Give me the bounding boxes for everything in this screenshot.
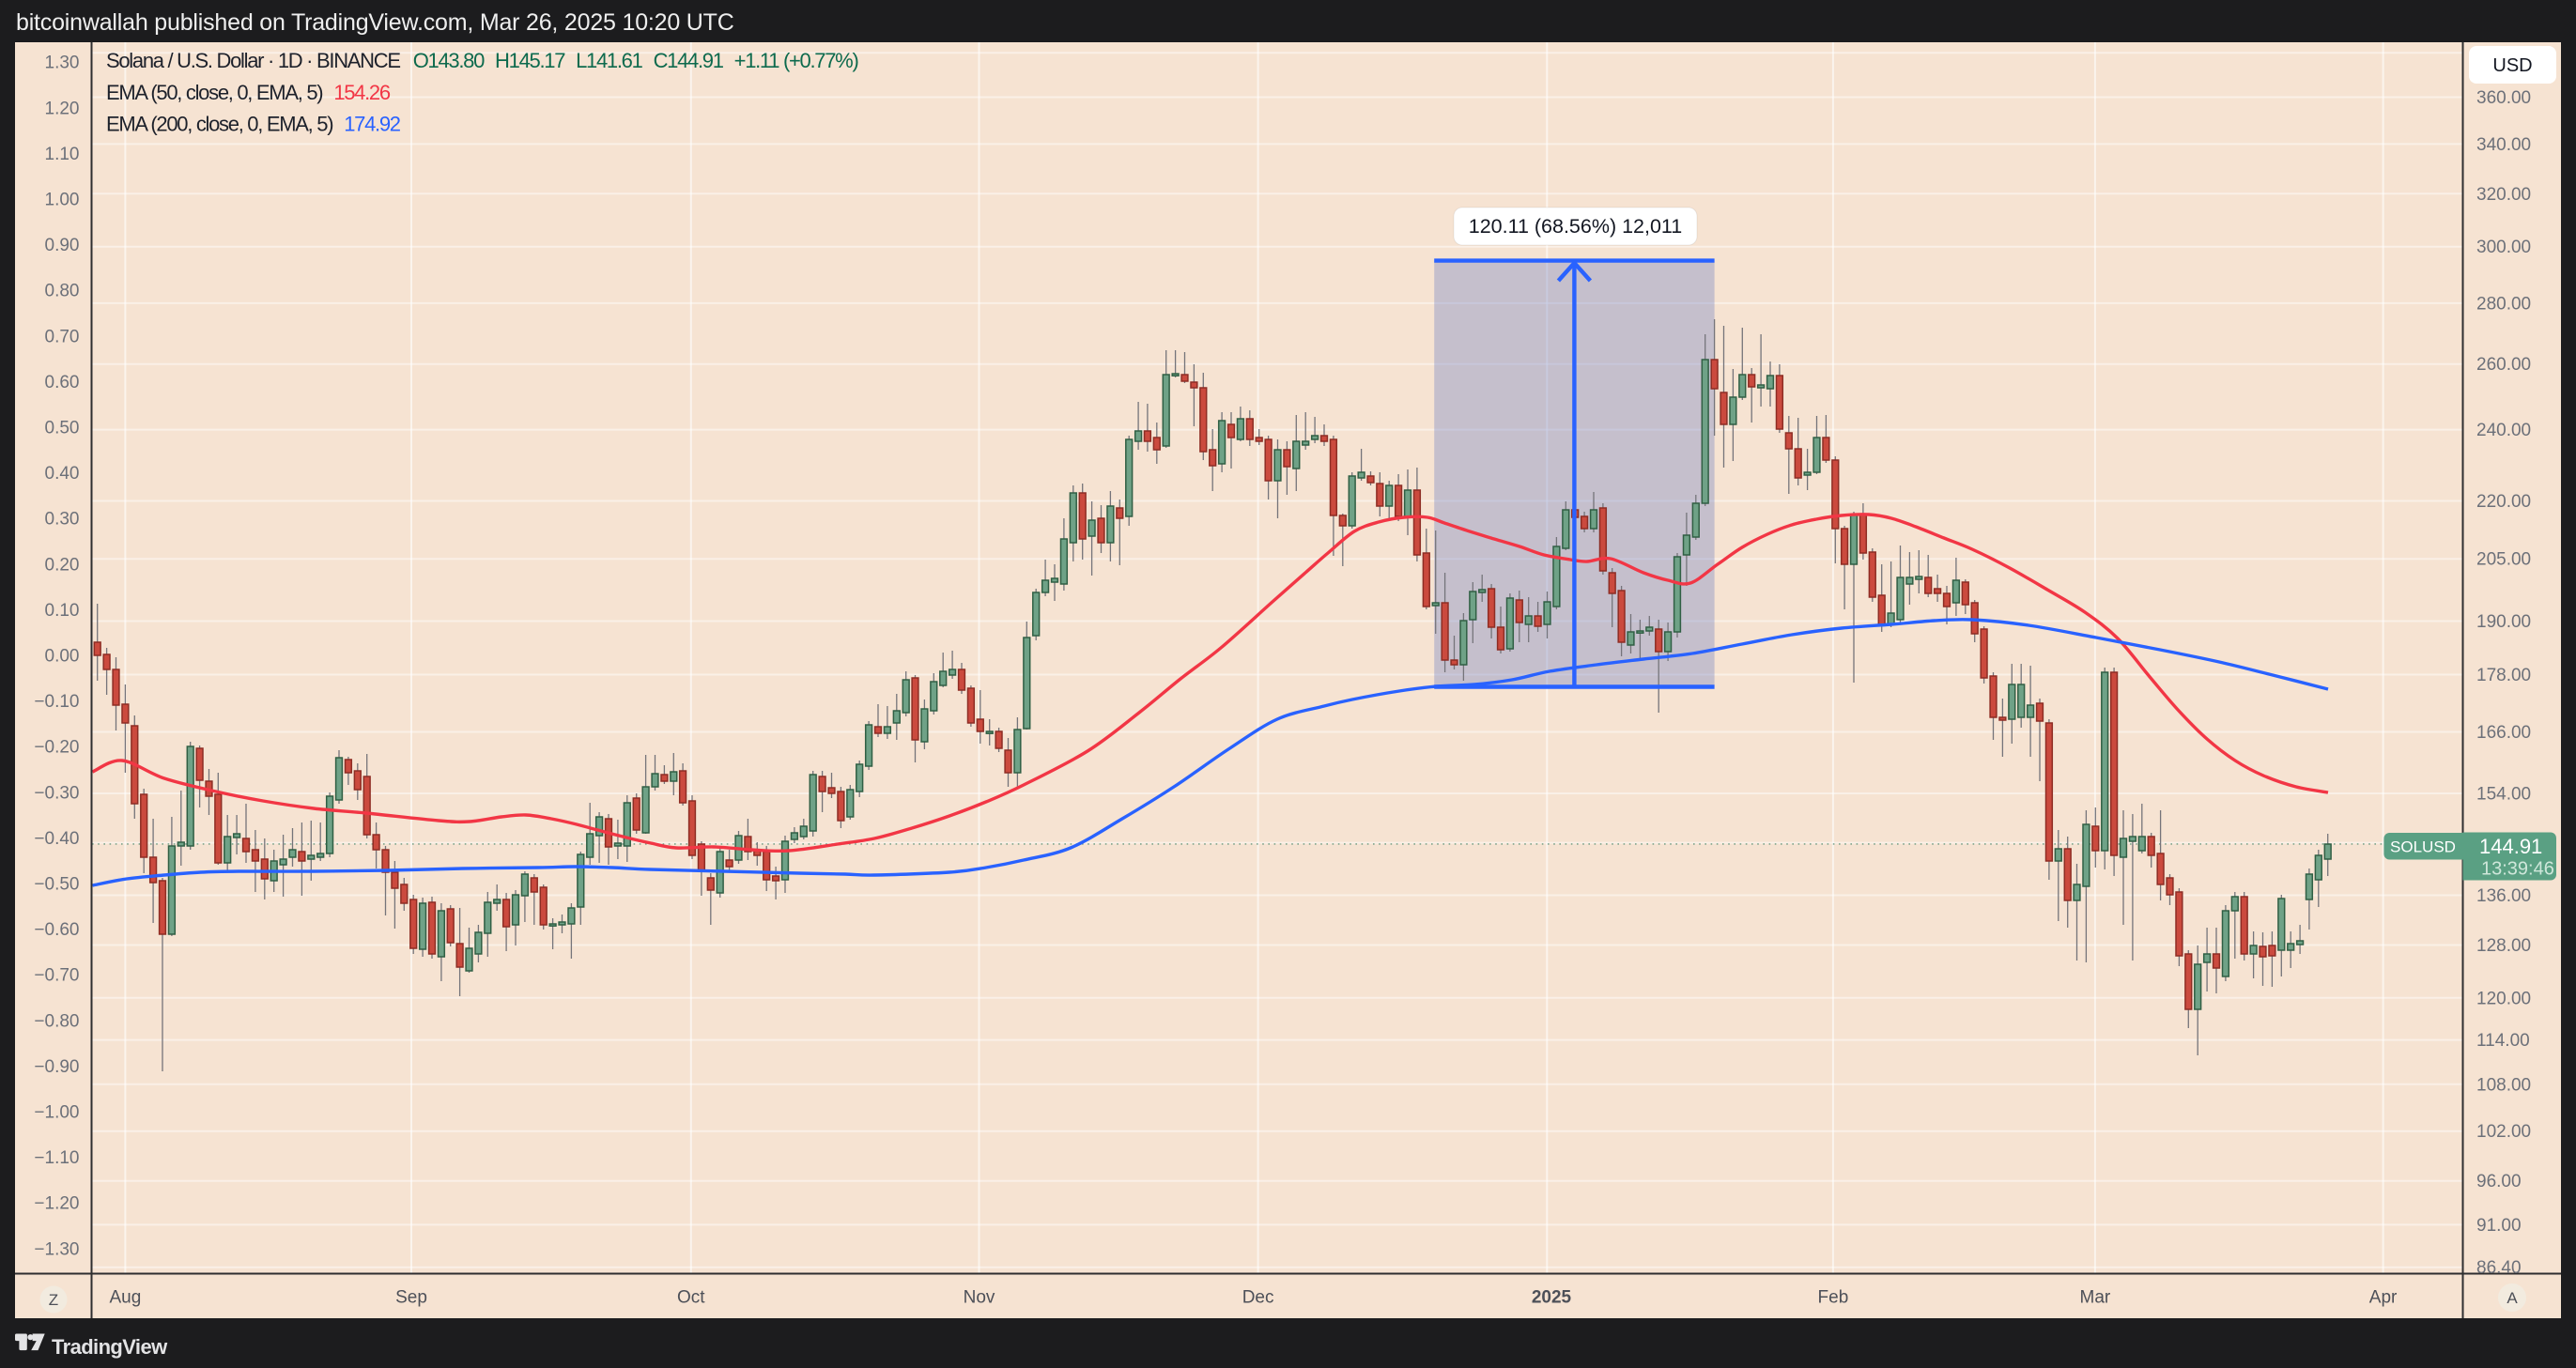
svg-text:Apr: Apr xyxy=(2369,1288,2398,1308)
svg-text:−1.00: −1.00 xyxy=(34,1103,79,1123)
svg-text:Mar: Mar xyxy=(2080,1288,2111,1308)
svg-text:A: A xyxy=(2507,1289,2518,1307)
svg-text:Z: Z xyxy=(49,1291,58,1309)
svg-text:136.00: 136.00 xyxy=(2476,886,2531,906)
svg-text:Solana / U.S. Dollar · 1D · BI: Solana / U.S. Dollar · 1D · BINANCE O143.… xyxy=(106,49,857,72)
svg-text:0.50: 0.50 xyxy=(45,419,80,438)
svg-text:1.10: 1.10 xyxy=(45,145,80,164)
svg-text:−1.30: −1.30 xyxy=(34,1239,79,1259)
svg-text:0.10: 0.10 xyxy=(45,601,80,621)
svg-text:120.00: 120.00 xyxy=(2476,989,2531,1008)
svg-text:Aug: Aug xyxy=(109,1288,141,1308)
svg-text:Dec: Dec xyxy=(1242,1288,1274,1308)
svg-text:0.80: 0.80 xyxy=(45,282,80,301)
svg-text:128.00: 128.00 xyxy=(2476,936,2531,956)
svg-text:86.40: 86.40 xyxy=(2476,1258,2522,1278)
svg-text:−0.20: −0.20 xyxy=(34,738,79,758)
svg-text:Nov: Nov xyxy=(964,1288,995,1308)
svg-text:108.00: 108.00 xyxy=(2476,1075,2531,1095)
svg-text:−0.80: −0.80 xyxy=(34,1011,79,1031)
svg-text:SOLUSD: SOLUSD xyxy=(2390,838,2456,856)
svg-text:0.30: 0.30 xyxy=(45,510,80,530)
svg-text:154.00: 154.00 xyxy=(2476,785,2531,805)
svg-text:102.00: 102.00 xyxy=(2476,1122,2531,1142)
svg-text:190.00: 190.00 xyxy=(2476,612,2531,632)
svg-text:144.91: 144.91 xyxy=(2479,835,2542,858)
svg-text:91.00: 91.00 xyxy=(2476,1216,2522,1236)
svg-text:120.11 (68.56%) 12,011: 120.11 (68.56%) 12,011 xyxy=(1469,215,1683,238)
svg-text:0.70: 0.70 xyxy=(45,327,80,346)
svg-text:260.00: 260.00 xyxy=(2476,355,2531,375)
svg-text:340.00: 340.00 xyxy=(2476,135,2531,155)
svg-text:Feb: Feb xyxy=(1818,1288,1849,1308)
svg-text:−1.20: −1.20 xyxy=(34,1194,79,1214)
svg-text:0.00: 0.00 xyxy=(45,647,80,667)
svg-text:−1.10: −1.10 xyxy=(34,1148,79,1168)
svg-text:320.00: 320.00 xyxy=(2476,185,2531,205)
svg-text:0.20: 0.20 xyxy=(45,555,80,575)
svg-text:205.00: 205.00 xyxy=(2476,550,2531,570)
svg-text:0.90: 0.90 xyxy=(45,236,80,255)
svg-text:−0.40: −0.40 xyxy=(34,829,79,849)
svg-text:166.00: 166.00 xyxy=(2476,723,2531,743)
svg-text:1.00: 1.00 xyxy=(45,191,80,210)
svg-text:−0.60: −0.60 xyxy=(34,920,79,940)
svg-text:−0.10: −0.10 xyxy=(34,692,79,712)
svg-text:EMA (200, close, 0, EMA, 5)174: EMA (200, close, 0, EMA, 5) 174.92 xyxy=(106,113,401,136)
svg-text:220.00: 220.00 xyxy=(2476,492,2531,512)
svg-text:360.00: 360.00 xyxy=(2476,88,2531,108)
svg-text:13:39:46: 13:39:46 xyxy=(2481,859,2554,880)
svg-text:178.00: 178.00 xyxy=(2476,666,2531,685)
svg-text:1.20: 1.20 xyxy=(45,99,80,118)
svg-text:USD: USD xyxy=(2492,55,2532,76)
svg-text:0.40: 0.40 xyxy=(45,464,80,484)
svg-text:96.00: 96.00 xyxy=(2476,1172,2522,1191)
svg-text:−0.70: −0.70 xyxy=(34,966,79,986)
svg-text:bitcoinwallah published on Tra: bitcoinwallah published on TradingView.c… xyxy=(16,9,734,36)
svg-text:Oct: Oct xyxy=(677,1288,705,1308)
svg-text:−0.30: −0.30 xyxy=(34,783,79,803)
svg-text:TradingView: TradingView xyxy=(52,1335,168,1359)
svg-text:EMA (50, close, 0, EMA, 5)154.: EMA (50, close, 0, EMA, 5) 154.26 xyxy=(106,81,391,104)
svg-text:0.60: 0.60 xyxy=(45,373,80,392)
svg-text:2025: 2025 xyxy=(1532,1288,1572,1308)
svg-text:280.00: 280.00 xyxy=(2476,294,2531,314)
svg-text:Sep: Sep xyxy=(395,1288,427,1308)
svg-text:240.00: 240.00 xyxy=(2476,421,2531,440)
svg-text:−0.50: −0.50 xyxy=(34,875,79,895)
svg-text:114.00: 114.00 xyxy=(2476,1031,2530,1051)
svg-text:−0.90: −0.90 xyxy=(34,1057,79,1077)
svg-text:1.30: 1.30 xyxy=(45,54,80,73)
svg-text:300.00: 300.00 xyxy=(2476,238,2531,257)
